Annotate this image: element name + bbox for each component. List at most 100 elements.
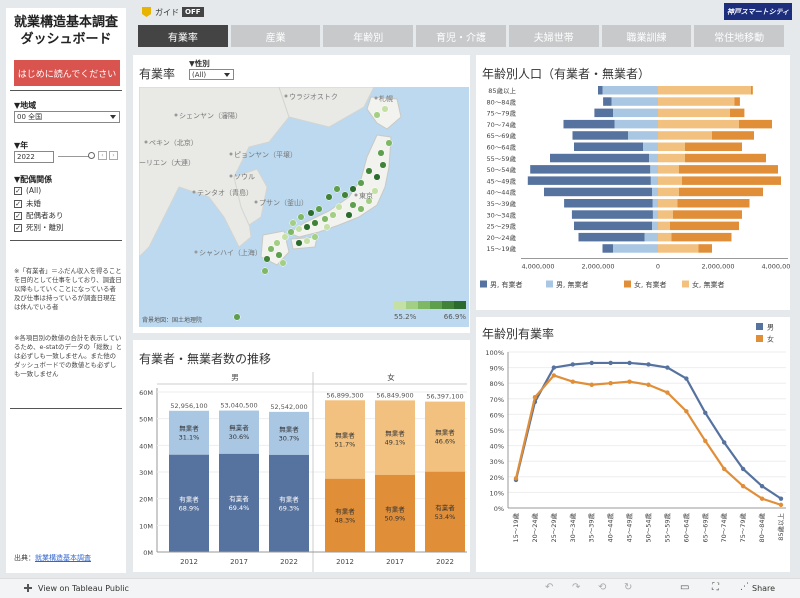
- prev-year-button[interactable]: ‹: [98, 151, 107, 160]
- unemployed-pct: 49.1%: [385, 439, 406, 447]
- trend-panel: 有業者・無業者数の推移 0M 10M 20M 30M 40M 50M 60M 男 女 52,956…: [133, 340, 470, 572]
- undo-icon[interactable]: ↶: [545, 582, 554, 593]
- guide-label: ガイド: [155, 7, 179, 17]
- spouse-option-all[interactable]: ✓ (All): [14, 186, 41, 195]
- data-point: [778, 502, 784, 508]
- spouse-option-widowed[interactable]: ✓ 死別・離別: [14, 222, 64, 233]
- legend-swatch: [454, 301, 466, 309]
- note-totals: ※各項目別の数値の合計を表示しているため、e-statのデータの「総数」とは必ず…: [14, 334, 122, 378]
- bar-female-unemployed: [658, 119, 739, 129]
- bar-male-unemployed: [650, 165, 658, 174]
- share-button[interactable]: Share: [752, 584, 776, 593]
- bar-male-unemployed: [644, 232, 658, 242]
- data-point: [740, 466, 746, 472]
- fullscreen-icon[interactable]: ⛶: [712, 582, 719, 593]
- chevron-down-icon: [110, 115, 116, 119]
- place-label: シェンヤン（瀋陽）: [179, 111, 242, 120]
- guide-toggle[interactable]: ガイド OFF: [142, 5, 204, 19]
- x-tick-label: 2012: [180, 558, 198, 566]
- employed-pct: 68.9%: [179, 504, 200, 512]
- year-select[interactable]: 2022: [14, 151, 54, 163]
- total-label: 53,040,500: [220, 402, 257, 410]
- spouse-option-unmarried[interactable]: ✓ 未婚: [14, 198, 41, 209]
- share-icon: ⋰: [740, 582, 749, 592]
- y-tick-label: 80%: [490, 380, 504, 388]
- unemployed-pct: 30.7%: [279, 434, 300, 442]
- view-on-tableau-link[interactable]: View on Tableau Public: [38, 584, 129, 593]
- prefecture-marker: [325, 193, 333, 201]
- divider: [10, 240, 122, 241]
- year-slider-handle[interactable]: [88, 152, 95, 159]
- gender-select[interactable]: (All): [189, 69, 234, 80]
- prefecture-marker: [373, 111, 381, 119]
- data-point: [703, 438, 708, 444]
- pyramid-panel: 年齢別人口（有業者・無業者） 85歳以上 80～84歳 75～79歳 70～74歳 65…: [476, 55, 790, 310]
- tab-bar: 有業率 産業 年齢別 育児・介護 夫婦世帯 職業訓練 常住地移動: [138, 25, 785, 47]
- legend-label: 男, 有業者: [490, 280, 522, 289]
- age-label: 40～44歳: [486, 188, 516, 197]
- tab-vocational-training[interactable]: 職業訓練: [601, 25, 692, 47]
- readme-button[interactable]: はじめに読んでください: [14, 60, 120, 86]
- bar-male-employed: [527, 176, 651, 185]
- bar-female-employed: [685, 142, 742, 151]
- bar-female-employed: [677, 199, 750, 208]
- source-link[interactable]: 就業構造基本調査: [35, 554, 91, 562]
- bar-male-employed: [574, 142, 643, 151]
- bar-female-unemployed: [658, 97, 735, 106]
- bar-female-employed: [685, 153, 766, 163]
- bar-employed: [169, 454, 209, 552]
- bar-female-unemployed: [658, 210, 673, 219]
- tab-childcare-nursing[interactable]: 育児・介護: [416, 25, 506, 47]
- y-tick-label: 30M: [139, 469, 153, 477]
- legend-swatch: [430, 301, 442, 309]
- prefecture-marker: [323, 223, 331, 231]
- tab-industry[interactable]: 産業: [230, 25, 321, 47]
- x-tick-label: 40～44歳: [606, 513, 615, 543]
- device-preview-icon[interactable]: ▭: [680, 582, 690, 593]
- unemployed-label: 無業者: [179, 424, 199, 433]
- prefecture-marker: [307, 209, 315, 217]
- tab-residence-move[interactable]: 常住地移動: [694, 25, 785, 47]
- refresh-icon[interactable]: ↻: [624, 582, 633, 593]
- rate-chart[interactable]: 0% 10% 20% 30% 40% 50% 60% 70% 80% 90% 100% 15～19歳 2…: [476, 317, 790, 572]
- bar-female-unemployed: [658, 131, 712, 140]
- legend-swatch: [682, 280, 689, 288]
- age-label: 80～84歳: [486, 97, 516, 106]
- map-panel: 有業率 ▼性別 (All) ウラジオストク 札幌 シェンヤン（瀋陽） ペキン（北京） ピ…: [133, 55, 470, 333]
- bookmark-icon: [142, 7, 151, 17]
- tab-couple-household[interactable]: 夫婦世帯: [508, 25, 599, 47]
- source-line: 出典：就業構造基本調査: [14, 553, 91, 563]
- prefecture-marker: [335, 203, 343, 211]
- unemployed-label: 無業者: [385, 429, 405, 438]
- option-label: 死別・離別: [26, 223, 64, 232]
- y-tick-label: 50%: [490, 427, 504, 435]
- x-tick-label: 35～39歳: [587, 513, 596, 543]
- tab-employment-rate[interactable]: 有業率: [138, 25, 228, 47]
- spouse-option-married[interactable]: ✓ 配偶者あり: [14, 210, 64, 221]
- x-tick-label: 60～64歳: [681, 513, 690, 543]
- x-tick-label: 2022: [436, 558, 454, 566]
- pyramid-chart[interactable]: 85歳以上 80～84歳 75～79歳 70～74歳 65～69歳 60～64歳 55～59…: [476, 83, 790, 309]
- revert-icon[interactable]: ⟲: [598, 582, 607, 593]
- sidebar: 就業構造基本調査 ダッシュボード はじめに読んでください ▼地域 00 全国 ▼…: [6, 8, 126, 573]
- prefecture-marker: [321, 215, 329, 223]
- tab-age[interactable]: 年齢別: [323, 25, 414, 47]
- data-point: [532, 395, 538, 400]
- bar-female-employed: [679, 187, 763, 197]
- bar-female-employed: [734, 97, 740, 106]
- year-slider-track[interactable]: [58, 156, 92, 157]
- bar-female-unemployed: [658, 142, 685, 151]
- place-label: テンタオ（青島）: [197, 188, 253, 197]
- group-label: 男: [231, 373, 239, 382]
- prefecture-marker: [345, 211, 353, 219]
- x-tick-label: 25～29歳: [549, 513, 558, 543]
- y-tick-label: 40M: [139, 442, 153, 450]
- employed-pct: 69.4%: [229, 504, 250, 512]
- redo-icon[interactable]: ↷: [572, 582, 581, 593]
- place-label: 東京: [359, 191, 373, 200]
- next-year-button[interactable]: ›: [109, 151, 118, 160]
- data-point: [665, 390, 670, 395]
- region-select[interactable]: 00 全国: [14, 111, 120, 123]
